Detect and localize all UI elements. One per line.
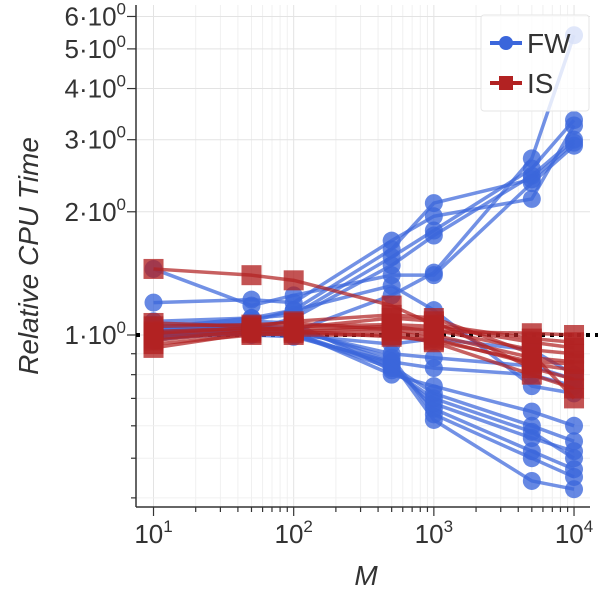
data-point: [283, 321, 304, 342]
data-point: [143, 258, 164, 279]
y-tick-label: 4·100: [64, 72, 126, 104]
legend-entry-is: IS: [490, 68, 553, 99]
data-point: [423, 330, 444, 351]
legend: FW IS: [480, 14, 590, 112]
data-point: [521, 351, 542, 372]
series-fw-1: [144, 111, 584, 338]
data-point: [242, 296, 261, 315]
series-fw-13: [144, 320, 584, 479]
data-point: [382, 276, 401, 295]
legend-marker-circle: [499, 36, 513, 50]
data-point: [522, 429, 541, 448]
data-point: [522, 174, 541, 193]
data-point: [565, 442, 584, 461]
data-point: [424, 194, 443, 213]
y-tick-label: 5·100: [64, 32, 126, 64]
series-fw-5: [144, 136, 584, 315]
data-point: [521, 323, 542, 344]
series-line: [153, 138, 576, 341]
data-point: [382, 359, 401, 378]
data-point: [382, 231, 401, 250]
x-tick-label: 103: [415, 517, 453, 549]
data-point: [564, 353, 585, 374]
data-point: [522, 471, 541, 490]
legend-entry-fw: FW: [490, 28, 571, 59]
series-line: [152, 144, 576, 308]
data-point: [424, 226, 443, 245]
series-line: [153, 124, 576, 305]
data-point: [522, 402, 541, 421]
data-point: [424, 359, 443, 378]
data-point: [241, 265, 262, 286]
y-axis-title: Relative CPU Time: [13, 137, 44, 375]
data-point: [144, 293, 163, 312]
x-axis-title: M: [354, 560, 378, 591]
data-point: [565, 416, 584, 435]
series-line: [153, 141, 576, 334]
data-point: [424, 207, 443, 226]
series-fw-16: [144, 324, 584, 461]
y-tick-label: 6·100: [64, 0, 126, 31]
data-point: [565, 136, 584, 155]
legend-label: IS: [527, 68, 553, 99]
series-line: [153, 326, 575, 479]
data-point: [564, 388, 585, 409]
series-group: [143, 26, 585, 499]
data-point: [143, 330, 164, 351]
data-point: [522, 449, 541, 468]
series-fw-14: [144, 319, 584, 486]
x-tick-label: 101: [134, 517, 172, 549]
x-tick-labels: 101 102 103 104: [134, 517, 593, 549]
data-point: [564, 324, 585, 345]
data-point: [381, 326, 402, 347]
y-tick-label: 2·100: [64, 195, 126, 227]
data-point: [241, 321, 262, 342]
data-point: [284, 286, 303, 305]
x-tick-label: 102: [274, 517, 312, 549]
data-point: [565, 116, 584, 135]
data-point: [424, 394, 443, 413]
axes: [135, 5, 590, 508]
y-tick-label: 3·100: [64, 123, 126, 155]
data-point: [424, 266, 443, 285]
data-point: [283, 270, 304, 291]
data-point: [522, 189, 541, 208]
legend-label: FW: [527, 28, 571, 59]
x-tick-label: 104: [555, 517, 593, 549]
legend-marker-square: [499, 76, 513, 90]
data-point: [424, 410, 443, 429]
series-fw-3: [144, 133, 584, 341]
y-tick-label: 1·100: [64, 318, 126, 350]
series-is-26: [143, 321, 585, 374]
data-point: [565, 480, 584, 499]
